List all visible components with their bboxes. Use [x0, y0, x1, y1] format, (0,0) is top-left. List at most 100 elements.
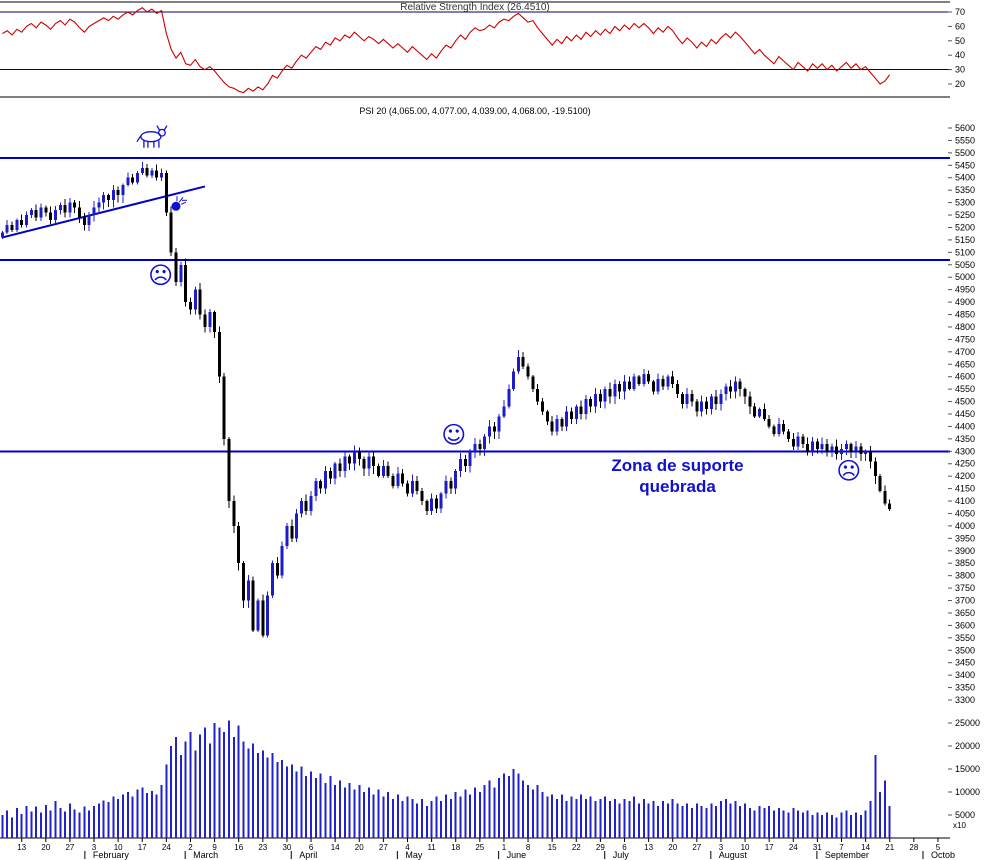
bomb-icon: [171, 196, 187, 211]
svg-text:5050: 5050: [955, 260, 975, 270]
svg-text:5500: 5500: [955, 148, 975, 158]
svg-text:6: 6: [622, 843, 627, 852]
week-ticks: 13 20 27 3 10 17 24 2 9 16 23 30 6 14 20 27 4 11 18 25 1 8 15 2…: [17, 838, 941, 852]
svg-text:5: 5: [936, 843, 941, 852]
svg-text:20: 20: [668, 843, 677, 852]
svg-text:4: 4: [405, 843, 410, 852]
svg-text:22: 22: [572, 843, 581, 852]
sad-face-icon: ☹: [836, 457, 861, 485]
svg-text:4800: 4800: [955, 322, 975, 332]
svg-text:5550: 5550: [955, 135, 975, 145]
svg-text:14: 14: [861, 843, 870, 852]
svg-text:3900: 3900: [955, 546, 975, 556]
svg-text:5000: 5000: [955, 810, 975, 820]
price-panel-title: PSI 20 (4,065.00, 4,077.00, 4,039.00, 4,…: [359, 106, 591, 116]
svg-text:20000: 20000: [955, 741, 980, 751]
svg-text:6: 6: [309, 843, 314, 852]
svg-text:31: 31: [813, 843, 822, 852]
rsi-line: [2, 7, 891, 94]
svg-text:5000: 5000: [955, 272, 975, 282]
svg-text:20: 20: [355, 843, 364, 852]
svg-text:15000: 15000: [955, 764, 980, 774]
svg-text:27: 27: [65, 843, 74, 852]
svg-text:5100: 5100: [955, 247, 975, 257]
svg-text:4750: 4750: [955, 334, 975, 344]
svg-text:25000: 25000: [955, 718, 980, 728]
svg-text:4500: 4500: [955, 397, 975, 407]
svg-text:3950: 3950: [955, 533, 975, 543]
svg-text:3850: 3850: [955, 558, 975, 568]
support-broken-note: Zona de suporte quebrada: [611, 456, 743, 496]
svg-text:4950: 4950: [955, 285, 975, 295]
svg-text:September: September: [825, 850, 869, 860]
svg-text:February: February: [93, 850, 130, 860]
svg-text:30: 30: [955, 65, 965, 75]
svg-text:5350: 5350: [955, 185, 975, 195]
svg-text:15: 15: [548, 843, 557, 852]
svg-text:40: 40: [955, 50, 965, 60]
svg-text:27: 27: [692, 843, 701, 852]
svg-text:3650: 3650: [955, 608, 975, 618]
svg-text:3500: 3500: [955, 645, 975, 655]
rsi-axis-labels: 70 60 50 40 30 20: [948, 7, 965, 89]
svg-text:3600: 3600: [955, 620, 975, 630]
pane-borders: [0, 1, 950, 839]
svg-text:July: July: [613, 850, 630, 860]
volume-series: [1, 720, 891, 838]
svg-text:21: 21: [885, 843, 894, 852]
svg-text:9: 9: [212, 843, 217, 852]
svg-text:30: 30: [282, 843, 291, 852]
svg-text:25: 25: [475, 843, 484, 852]
svg-text:5150: 5150: [955, 235, 975, 245]
bull-icon: [136, 125, 168, 148]
svg-text:14: 14: [331, 843, 340, 852]
svg-text:5600: 5600: [955, 123, 975, 133]
svg-text:16: 16: [234, 843, 243, 852]
svg-text:3700: 3700: [955, 596, 975, 606]
svg-text:24: 24: [162, 843, 171, 852]
svg-text:27: 27: [379, 843, 388, 852]
face-annotations: ☹ ☺ ☹: [148, 262, 861, 485]
svg-text:April: April: [299, 850, 317, 860]
svg-text:1: 1: [502, 843, 507, 852]
svg-text:June: June: [507, 850, 527, 860]
svg-text:10000: 10000: [955, 787, 980, 797]
svg-text:2: 2: [188, 843, 193, 852]
svg-text:3400: 3400: [955, 670, 975, 680]
svg-text:23: 23: [258, 843, 267, 852]
svg-text:50: 50: [955, 36, 965, 46]
month-labels: February March April May June July August Septe…: [84, 850, 955, 860]
trendline: [2, 185, 206, 239]
svg-text:3550: 3550: [955, 633, 975, 643]
svg-text:3800: 3800: [955, 571, 975, 581]
svg-text:4350: 4350: [955, 434, 975, 444]
svg-text:5300: 5300: [955, 198, 975, 208]
svg-text:3350: 3350: [955, 683, 975, 693]
svg-text:10: 10: [114, 843, 123, 852]
svg-text:4450: 4450: [955, 409, 975, 419]
svg-text:4300: 4300: [955, 446, 975, 456]
svg-text:70: 70: [955, 7, 965, 17]
rsi-threshold-lines: [0, 11, 950, 71]
svg-text:28: 28: [909, 843, 918, 852]
happy-face-icon: ☺: [441, 421, 466, 449]
svg-text:10: 10: [741, 843, 750, 852]
svg-text:4400: 4400: [955, 421, 975, 431]
svg-text:quebrada: quebrada: [639, 477, 716, 496]
svg-text:5200: 5200: [955, 222, 975, 232]
svg-text:4700: 4700: [955, 347, 975, 357]
svg-text:13: 13: [644, 843, 653, 852]
svg-text:29: 29: [596, 843, 605, 852]
svg-text:3300: 3300: [955, 695, 975, 705]
svg-text:20: 20: [955, 79, 965, 89]
svg-text:24: 24: [789, 843, 798, 852]
svg-text:7: 7: [839, 843, 844, 852]
svg-text:17: 17: [765, 843, 774, 852]
svg-text:20: 20: [41, 843, 50, 852]
svg-text:8: 8: [526, 843, 531, 852]
svg-text:4250: 4250: [955, 459, 975, 469]
svg-text:March: March: [193, 850, 218, 860]
